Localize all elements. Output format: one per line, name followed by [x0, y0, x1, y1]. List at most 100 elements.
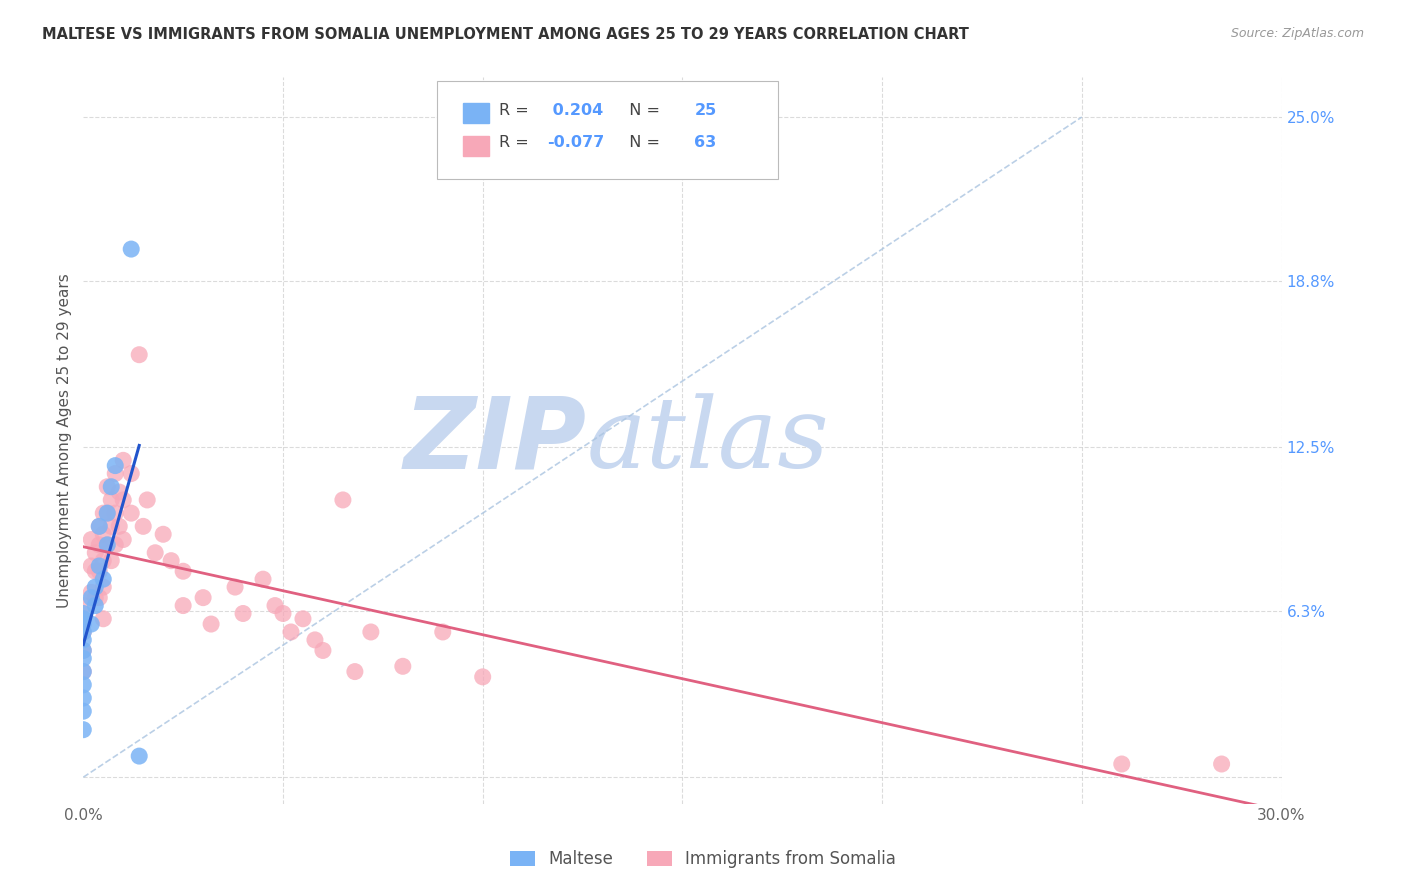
FancyBboxPatch shape	[437, 81, 779, 179]
Point	[172, 599, 194, 613]
Point	[224, 580, 246, 594]
Point	[72, 651, 94, 665]
Point	[91, 554, 114, 568]
Point	[108, 485, 131, 500]
Text: 25: 25	[695, 103, 717, 118]
Point	[84, 599, 107, 613]
Point	[120, 467, 142, 481]
Point	[84, 591, 107, 605]
Point	[132, 519, 155, 533]
Point	[72, 617, 94, 632]
Point	[80, 558, 103, 573]
Point	[89, 519, 111, 533]
Point	[96, 480, 118, 494]
Point	[91, 580, 114, 594]
Point	[72, 665, 94, 679]
Point	[84, 580, 107, 594]
Point	[112, 533, 135, 547]
Text: MALTESE VS IMMIGRANTS FROM SOMALIA UNEMPLOYMENT AMONG AGES 25 TO 29 YEARS CORREL: MALTESE VS IMMIGRANTS FROM SOMALIA UNEMP…	[42, 27, 969, 42]
Point	[252, 572, 274, 586]
Point	[80, 533, 103, 547]
Point	[280, 624, 302, 639]
Point	[72, 599, 94, 613]
Point	[72, 632, 94, 647]
Text: Source: ZipAtlas.com: Source: ZipAtlas.com	[1230, 27, 1364, 40]
Point	[80, 617, 103, 632]
Point	[72, 691, 94, 706]
Point	[264, 599, 287, 613]
Point	[304, 632, 326, 647]
Point	[471, 670, 494, 684]
Point	[100, 480, 122, 494]
Point	[72, 607, 94, 621]
Point	[343, 665, 366, 679]
Point	[392, 659, 415, 673]
Text: N =: N =	[619, 136, 665, 150]
Point	[128, 348, 150, 362]
Point	[72, 624, 94, 639]
Point	[1211, 757, 1233, 772]
Point	[84, 564, 107, 578]
Point	[128, 749, 150, 764]
Text: N =: N =	[619, 103, 665, 118]
Point	[96, 538, 118, 552]
Point	[72, 643, 94, 657]
Point	[120, 242, 142, 256]
Point	[91, 527, 114, 541]
Point	[312, 643, 335, 657]
Point	[104, 458, 127, 473]
Y-axis label: Unemployment Among Ages 25 to 29 years: Unemployment Among Ages 25 to 29 years	[58, 273, 72, 608]
Point	[360, 624, 382, 639]
Point	[96, 538, 118, 552]
Point	[291, 612, 314, 626]
Point	[89, 564, 111, 578]
Text: R =: R =	[499, 136, 534, 150]
Point	[332, 492, 354, 507]
Point	[89, 538, 111, 552]
Point	[72, 704, 94, 718]
Point	[136, 492, 159, 507]
Point	[100, 492, 122, 507]
Point	[80, 591, 103, 605]
Point	[104, 467, 127, 481]
Point	[271, 607, 294, 621]
Point	[104, 538, 127, 552]
Point	[96, 506, 118, 520]
Point	[72, 643, 94, 657]
Point	[80, 585, 103, 599]
Text: -0.077: -0.077	[547, 136, 605, 150]
Point	[72, 723, 94, 737]
Point	[1111, 757, 1133, 772]
Point	[91, 572, 114, 586]
Text: R =: R =	[499, 103, 534, 118]
Point	[84, 546, 107, 560]
Point	[72, 612, 94, 626]
Point	[91, 612, 114, 626]
Point	[112, 492, 135, 507]
Point	[172, 564, 194, 578]
Legend: Maltese, Immigrants from Somalia: Maltese, Immigrants from Somalia	[503, 844, 903, 875]
Point	[112, 453, 135, 467]
Point	[72, 612, 94, 626]
Point	[72, 665, 94, 679]
Point	[143, 546, 166, 560]
Point	[108, 519, 131, 533]
Bar	[463, 103, 489, 123]
Bar	[463, 136, 489, 156]
Text: 0.204: 0.204	[547, 103, 603, 118]
Point	[72, 624, 94, 639]
Point	[232, 607, 254, 621]
Point	[96, 506, 118, 520]
Point	[200, 617, 222, 632]
Point	[152, 527, 174, 541]
Text: ZIP: ZIP	[404, 392, 586, 489]
Point	[72, 678, 94, 692]
Point	[120, 506, 142, 520]
Point	[432, 624, 454, 639]
Point	[191, 591, 214, 605]
Point	[160, 554, 183, 568]
Text: 63: 63	[695, 136, 717, 150]
Point	[91, 506, 114, 520]
Point	[89, 558, 111, 573]
Point	[89, 591, 111, 605]
